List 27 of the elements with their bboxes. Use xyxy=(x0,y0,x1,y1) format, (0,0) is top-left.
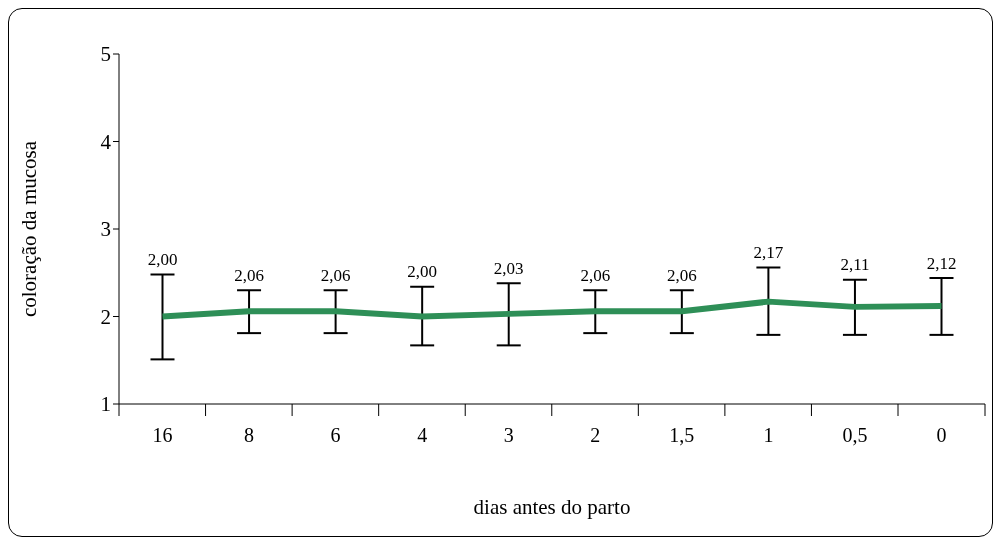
data-label: 2,00 xyxy=(147,250,178,270)
x-tick-label: 2 xyxy=(590,424,601,446)
y-tick-label: 3 xyxy=(100,217,111,242)
data-label: 2,06 xyxy=(234,265,264,285)
y-tick-label: 4 xyxy=(100,129,112,154)
x-tick-label: 0,5 xyxy=(842,424,868,446)
x-tick-label: 6 xyxy=(330,424,341,446)
data-label: 2,06 xyxy=(580,265,611,285)
data-label: 2,11 xyxy=(840,255,870,275)
x-axis-title: dias antes do parto xyxy=(473,495,631,519)
data-label: 2,12 xyxy=(926,253,957,273)
y-tick-label: 1 xyxy=(100,392,111,417)
y-tick-label: 5 xyxy=(100,42,111,67)
x-tick-label: 4 xyxy=(417,424,428,446)
data-label: 2,06 xyxy=(666,265,697,285)
data-label: 2,06 xyxy=(320,265,351,285)
x-tick-label: 16 xyxy=(152,424,173,446)
x-tick-label: 1 xyxy=(763,424,774,446)
x-tick-label: 3 xyxy=(503,424,514,446)
data-label: 2,00 xyxy=(407,262,438,282)
x-tick-label: 0 xyxy=(936,424,947,446)
x-tick-label: 1,5 xyxy=(669,424,695,446)
data-label: 2,03 xyxy=(493,258,524,278)
y-axis-title: coloração da mucosa xyxy=(17,140,42,318)
y-tick-label: 2 xyxy=(100,304,111,329)
x-tick-label: 8 xyxy=(244,424,255,446)
data-label: 2,17 xyxy=(753,242,784,262)
